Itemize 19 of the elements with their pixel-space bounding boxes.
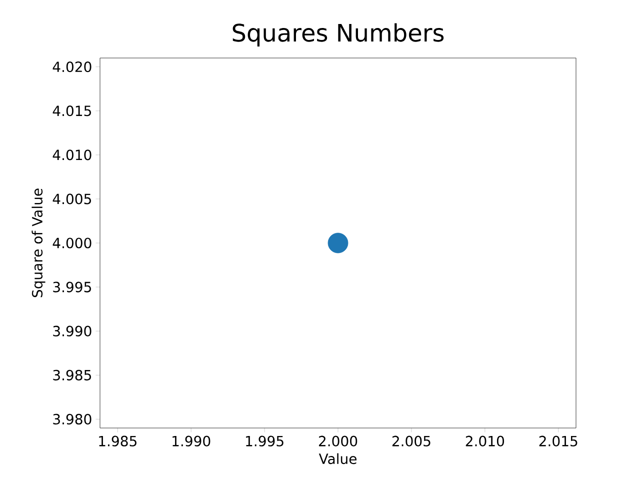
y-tick-label: 4.005 bbox=[52, 194, 91, 204]
x-tick-label: 2.015 bbox=[539, 436, 578, 446]
y-tick-label: 3.990 bbox=[53, 326, 92, 336]
x-tick-label: 2.000 bbox=[318, 436, 358, 446]
y-tick-label: 4.000 bbox=[52, 238, 92, 248]
x-tick-label: 1.985 bbox=[99, 436, 136, 446]
x-tick-label: 2.010 bbox=[466, 436, 504, 446]
chart-title: Squares Numbers bbox=[232, 23, 444, 46]
x-tick-label: 1.990 bbox=[172, 436, 210, 446]
y-tick-label: 3.985 bbox=[53, 370, 91, 380]
y-tick-label: 3.980 bbox=[53, 414, 92, 424]
x-tick-label: 1.995 bbox=[246, 436, 284, 446]
y-tick-label: 3.995 bbox=[53, 282, 91, 292]
y-tick-label: 4.010 bbox=[52, 150, 92, 160]
y-axis-title: Square of Value bbox=[32, 188, 46, 298]
x-tick-label: 2.005 bbox=[392, 436, 430, 446]
y-tick-label: 4.020 bbox=[52, 62, 92, 72]
x-axis-title: Value bbox=[318, 453, 356, 464]
y-tick-label: 4.015 bbox=[52, 106, 91, 116]
